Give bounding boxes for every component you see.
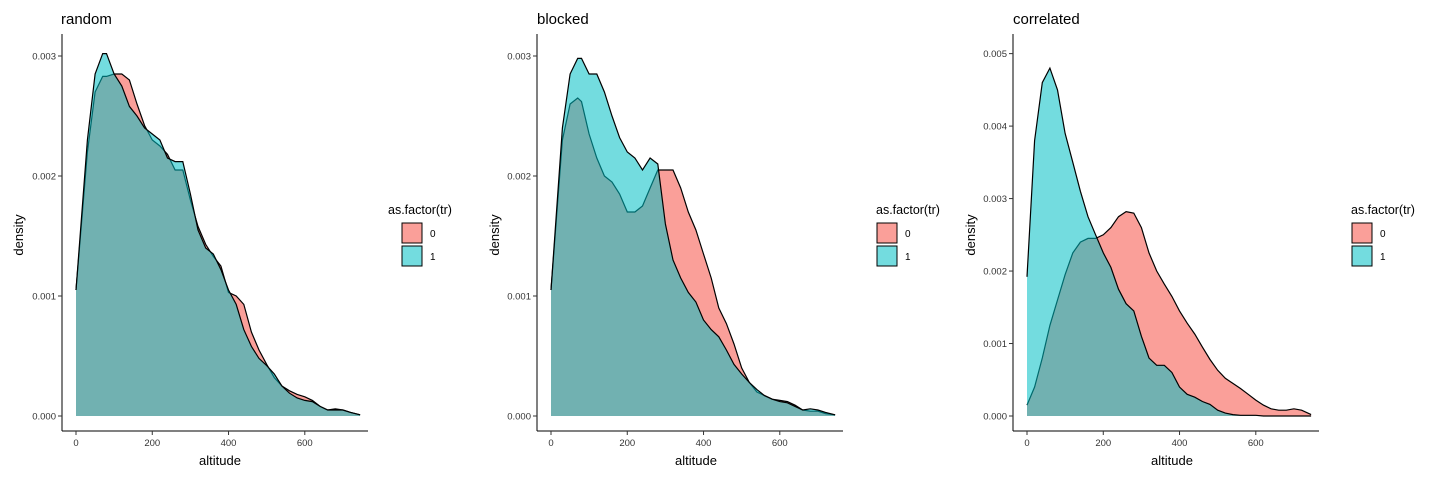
y-tick-label: 0.003 <box>32 52 56 63</box>
legend: as.factor(tr) 0 1 <box>388 203 452 267</box>
y-tick-label: 0.002 <box>32 172 56 183</box>
y-tick-label: 0.001 <box>507 292 531 303</box>
panel-title: correlated <box>1013 11 1080 28</box>
legend-title: as.factor(tr) <box>1351 203 1415 217</box>
panel-title: random <box>61 11 112 28</box>
y-tick-label: 0.003 <box>507 52 531 63</box>
legend-label-0: 0 <box>905 229 911 240</box>
density-marks <box>61 34 368 432</box>
legend-key-0 <box>876 222 898 244</box>
x-axis-ticks: 0 200 400 600 <box>1024 431 1264 449</box>
y-tick-label: 0.001 <box>983 339 1007 350</box>
legend-label-1: 1 <box>905 252 911 263</box>
x-axis-label: altitude <box>199 453 241 468</box>
y-tick-label: 0.000 <box>983 412 1007 423</box>
panel-random: random 0.000 0.001 0.002 0.003 0 200 400 600 d… <box>11 11 452 468</box>
x-tick-label: 400 <box>221 438 237 449</box>
legend: as.factor(tr) 0 1 <box>1351 203 1415 267</box>
x-tick-label: 600 <box>1248 438 1264 449</box>
y-tick-label: 0.002 <box>983 267 1007 278</box>
x-tick-label: 200 <box>1095 438 1111 449</box>
y-axis-label: density <box>11 214 26 256</box>
y-tick-label: 0.005 <box>983 49 1007 60</box>
x-axis-ticks: 0 200 400 600 <box>548 431 788 449</box>
legend-label-0: 0 <box>430 229 436 240</box>
legend-title: as.factor(tr) <box>876 203 940 217</box>
y-tick-label: 0.003 <box>983 194 1007 205</box>
x-tick-label: 200 <box>144 438 160 449</box>
panel-title: blocked <box>537 11 589 28</box>
legend-label-0: 0 <box>1380 229 1386 240</box>
legend-key-1 <box>401 245 423 267</box>
legend-key-1 <box>1351 245 1373 267</box>
density-outline-1 <box>75 53 361 416</box>
legend-title: as.factor(tr) <box>388 203 452 217</box>
x-axis-ticks: 0 200 400 600 <box>73 431 313 449</box>
x-tick-label: 200 <box>619 438 635 449</box>
y-tick-label: 0.000 <box>507 412 531 423</box>
density-marks <box>536 34 843 432</box>
x-tick-label: 0 <box>548 438 553 449</box>
density-marks <box>1012 34 1319 432</box>
x-tick-label: 400 <box>696 438 712 449</box>
y-axis-ticks: 0.000 0.001 0.002 0.003 0.004 0.005 <box>983 49 1013 423</box>
x-tick-label: 600 <box>297 438 313 449</box>
y-tick-label: 0.004 <box>983 122 1007 133</box>
x-axis-label: altitude <box>1151 453 1193 468</box>
density-outline-1 <box>550 57 836 416</box>
density-area-1 <box>551 58 836 417</box>
y-tick-label: 0.002 <box>507 172 531 183</box>
density-outline-1 <box>1026 66 1312 417</box>
density-area-1 <box>1027 68 1312 416</box>
legend-label-1: 1 <box>430 252 436 263</box>
legend-key-0 <box>401 222 423 244</box>
legend: as.factor(tr) 0 1 <box>876 203 940 267</box>
legend-key-0 <box>1351 222 1373 244</box>
x-tick-label: 0 <box>73 438 78 449</box>
y-axis-label: density <box>963 214 978 256</box>
y-axis-ticks: 0.000 0.001 0.002 0.003 <box>507 52 537 423</box>
panel-correlated: correlated 0.0000.0010.0020.0030.0040.00… <box>963 11 1415 468</box>
y-axis-label: density <box>487 214 502 256</box>
x-tick-label: 0 <box>1024 438 1029 449</box>
y-tick-label: 0.001 <box>32 292 56 303</box>
legend-label-1: 1 <box>1380 252 1386 263</box>
x-tick-label: 600 <box>772 438 788 449</box>
y-tick-label: 0.000 <box>32 412 56 423</box>
legend-key-1 <box>876 245 898 267</box>
y-axis-ticks: 0.000 0.001 0.002 0.003 <box>32 52 62 423</box>
density-area-1 <box>76 53 361 416</box>
x-tick-label: 400 <box>1172 438 1188 449</box>
x-axis-label: altitude <box>675 453 717 468</box>
